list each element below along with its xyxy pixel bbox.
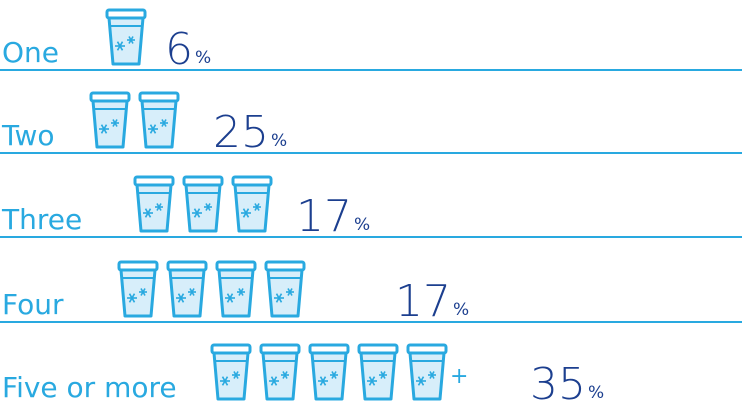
cup [259, 343, 301, 401]
snowflake [380, 371, 386, 379]
snowflake [189, 288, 195, 296]
value-label: 25 [213, 107, 269, 158]
cup-rim [210, 343, 252, 355]
cup-body [261, 351, 299, 401]
cup [308, 343, 350, 401]
snowflake [275, 293, 283, 303]
cup [182, 175, 224, 233]
unit-label: % [195, 48, 211, 68]
cup-body [107, 16, 145, 66]
snowflake [193, 208, 201, 218]
cup-body [408, 351, 446, 401]
snowflake [116, 41, 124, 51]
cup-rim [133, 175, 175, 187]
value-label: 6 [165, 24, 193, 75]
snowflake [417, 376, 425, 386]
cup-rim [89, 91, 131, 103]
unit-label: % [354, 215, 370, 235]
snowflake [331, 371, 337, 379]
snowflake [128, 36, 134, 44]
cup [89, 91, 131, 149]
cup-body [135, 183, 173, 233]
category-label: Two [1, 119, 55, 152]
snowflake [161, 119, 167, 127]
cup [406, 343, 448, 401]
cup-rim [259, 343, 301, 355]
snowflake [368, 376, 376, 386]
cup-body [119, 268, 157, 318]
cup-rim [215, 260, 257, 272]
cup [117, 260, 159, 318]
cup-rim [357, 343, 399, 355]
snowflake [238, 288, 244, 296]
snowflake [270, 376, 278, 386]
cup-rim [117, 260, 159, 272]
snowflake [140, 288, 146, 296]
cup-rim [166, 260, 208, 272]
unit-label: % [588, 383, 604, 403]
cup-body [212, 351, 250, 401]
cup [133, 175, 175, 233]
snowflake [221, 376, 229, 386]
snowflake [205, 203, 211, 211]
cup-body [359, 351, 397, 401]
cup-body [266, 268, 304, 318]
snowflake [128, 293, 136, 303]
cup [210, 343, 252, 401]
unit-label: % [271, 131, 287, 151]
cup-rim [182, 175, 224, 187]
cup [138, 91, 180, 149]
snowflake [233, 371, 239, 379]
cup [166, 260, 208, 318]
category-label: Four [2, 288, 64, 321]
cup-body [217, 268, 255, 318]
snowflake [100, 124, 108, 134]
cup-body [184, 183, 222, 233]
value-label: 35 [530, 359, 586, 410]
snowflake [287, 288, 293, 296]
snowflake [429, 371, 435, 379]
snowflake [242, 208, 250, 218]
snowflake [254, 203, 260, 211]
category-label: Five or more [2, 371, 177, 404]
snowflake [226, 293, 234, 303]
cup [105, 8, 147, 66]
cup-rim [231, 175, 273, 187]
snowflake [282, 371, 288, 379]
cup [231, 175, 273, 233]
cup [215, 260, 257, 318]
cup-body [310, 351, 348, 401]
annotation: + [450, 364, 468, 389]
snowflake [177, 293, 185, 303]
cup-rim [406, 343, 448, 355]
cup-rim [264, 260, 306, 272]
cup-rim [105, 8, 147, 20]
snowflake [156, 203, 162, 211]
category-label: One [2, 36, 59, 69]
snowflake [319, 376, 327, 386]
snowflake [149, 124, 157, 134]
snowflake [144, 208, 152, 218]
cup-rim [138, 91, 180, 103]
unit-label: % [453, 300, 469, 320]
cup-body [91, 99, 129, 149]
snowflake [112, 119, 118, 127]
cup-body [168, 268, 206, 318]
cup [357, 343, 399, 401]
cup-rim [308, 343, 350, 355]
category-label: Three [1, 203, 82, 236]
cup-body [140, 99, 178, 149]
cup [264, 260, 306, 318]
cup-body [233, 183, 271, 233]
value-label: 17 [296, 191, 352, 242]
value-label: 17 [395, 276, 451, 327]
